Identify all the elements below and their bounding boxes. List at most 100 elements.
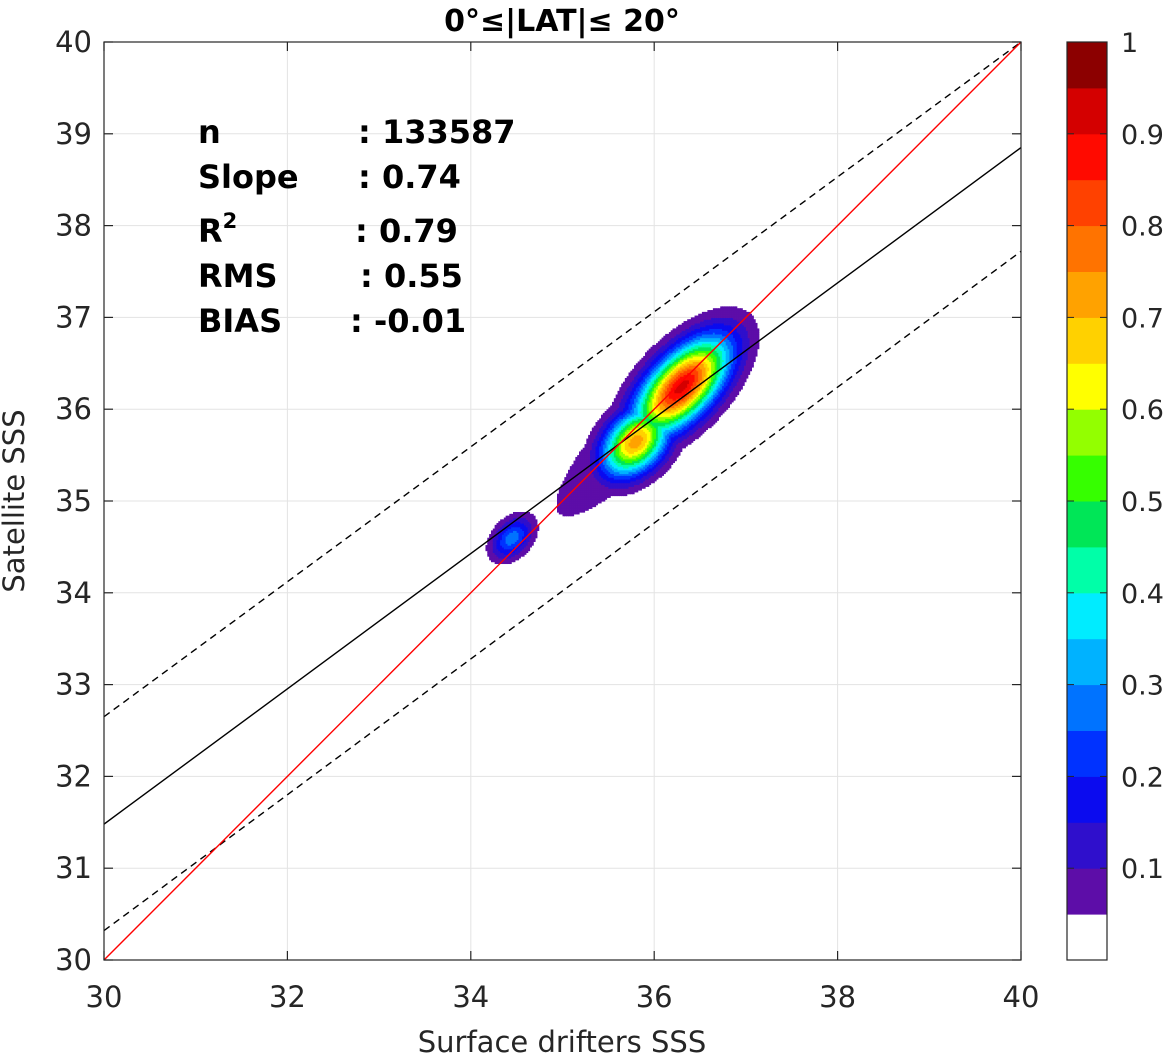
density-cell	[696, 368, 699, 372]
density-cell	[505, 521, 509, 524]
density-cell	[659, 355, 663, 359]
density-cell	[529, 515, 532, 519]
density-cell	[698, 405, 701, 408]
density-cell	[657, 383, 661, 386]
density-cell	[511, 523, 514, 526]
density-cell	[621, 392, 624, 396]
density-cell	[689, 337, 692, 341]
density-cell	[645, 409, 648, 412]
density-cell	[665, 447, 668, 451]
density-cell	[650, 458, 653, 462]
density-cell	[648, 390, 652, 394]
density-cell	[586, 477, 589, 480]
density-cell	[556, 502, 560, 506]
density-cell	[659, 376, 663, 379]
density-cell	[667, 420, 670, 423]
density-cell	[577, 502, 580, 506]
density-cell	[613, 473, 617, 476]
density-cell	[659, 390, 663, 394]
density-cell	[590, 445, 593, 449]
density-cell	[681, 370, 685, 374]
density-cell	[676, 411, 679, 414]
density-cell	[654, 368, 657, 372]
density-cell	[500, 521, 503, 524]
density-cell	[641, 383, 644, 386]
density-cell	[696, 348, 699, 352]
density-cell	[689, 420, 692, 423]
density-cell	[621, 436, 624, 440]
density-cell	[641, 433, 644, 436]
density-cell	[562, 506, 565, 509]
density-cell	[678, 335, 681, 339]
density-cell	[654, 429, 657, 432]
density-cell	[659, 433, 663, 436]
density-cell	[654, 383, 657, 386]
density-cell	[639, 372, 642, 375]
density-cell	[608, 473, 611, 476]
density-cell	[628, 409, 631, 412]
density-cell	[692, 425, 696, 429]
density-cell	[672, 328, 675, 331]
density-cell	[687, 321, 690, 324]
density-cell	[525, 539, 529, 542]
density-cell	[641, 484, 644, 487]
density-cell	[676, 352, 679, 355]
density-cell	[668, 414, 672, 418]
density-cell	[599, 482, 602, 486]
density-cell	[619, 486, 622, 489]
density-cell	[496, 535, 499, 539]
density-cell	[692, 372, 696, 375]
density-cell	[560, 495, 564, 498]
density-cell	[689, 330, 692, 333]
density-cell	[514, 548, 518, 552]
density-cell	[687, 400, 690, 403]
density-cell	[558, 488, 562, 491]
density-cell	[533, 521, 536, 524]
density-cell	[637, 379, 641, 383]
density-cell	[689, 400, 692, 403]
density-cell	[626, 381, 630, 385]
density-cell	[632, 372, 635, 375]
density-cell	[694, 427, 697, 430]
density-cell	[663, 339, 666, 342]
density-cell	[624, 453, 628, 456]
density-cell	[670, 453, 674, 456]
density-cell	[496, 528, 499, 531]
density-cell	[489, 550, 492, 554]
density-cell	[650, 422, 653, 425]
density-cell	[580, 475, 584, 478]
density-cell	[579, 453, 582, 456]
density-cell	[637, 458, 641, 462]
density-cell	[590, 451, 593, 454]
density-cell	[582, 464, 586, 467]
density-cell	[617, 433, 620, 436]
density-cell	[606, 473, 609, 476]
density-cell	[639, 396, 642, 399]
density-cell	[619, 458, 622, 462]
density-cell	[617, 486, 620, 489]
density-cell	[619, 480, 622, 484]
density-cell	[512, 534, 516, 537]
density-cell	[612, 434, 615, 438]
density-cell	[626, 473, 630, 476]
density-cell	[623, 409, 626, 412]
density-cell	[599, 497, 602, 500]
density-cell	[606, 409, 609, 412]
density-cell	[694, 326, 697, 330]
density-cell	[639, 379, 642, 383]
density-cell	[590, 484, 593, 487]
density-cell	[694, 381, 697, 385]
density-cell	[637, 368, 641, 372]
density-cell	[668, 411, 672, 414]
density-cell	[582, 480, 586, 484]
density-cell	[639, 368, 642, 372]
density-cell	[667, 433, 670, 436]
density-cell	[623, 401, 626, 405]
density-cell	[683, 414, 686, 418]
density-cell	[628, 427, 631, 430]
density-cell	[668, 357, 672, 361]
density-cell	[652, 370, 655, 374]
density-cell	[689, 359, 692, 363]
density-cell	[595, 480, 598, 484]
density-cell	[591, 504, 595, 508]
